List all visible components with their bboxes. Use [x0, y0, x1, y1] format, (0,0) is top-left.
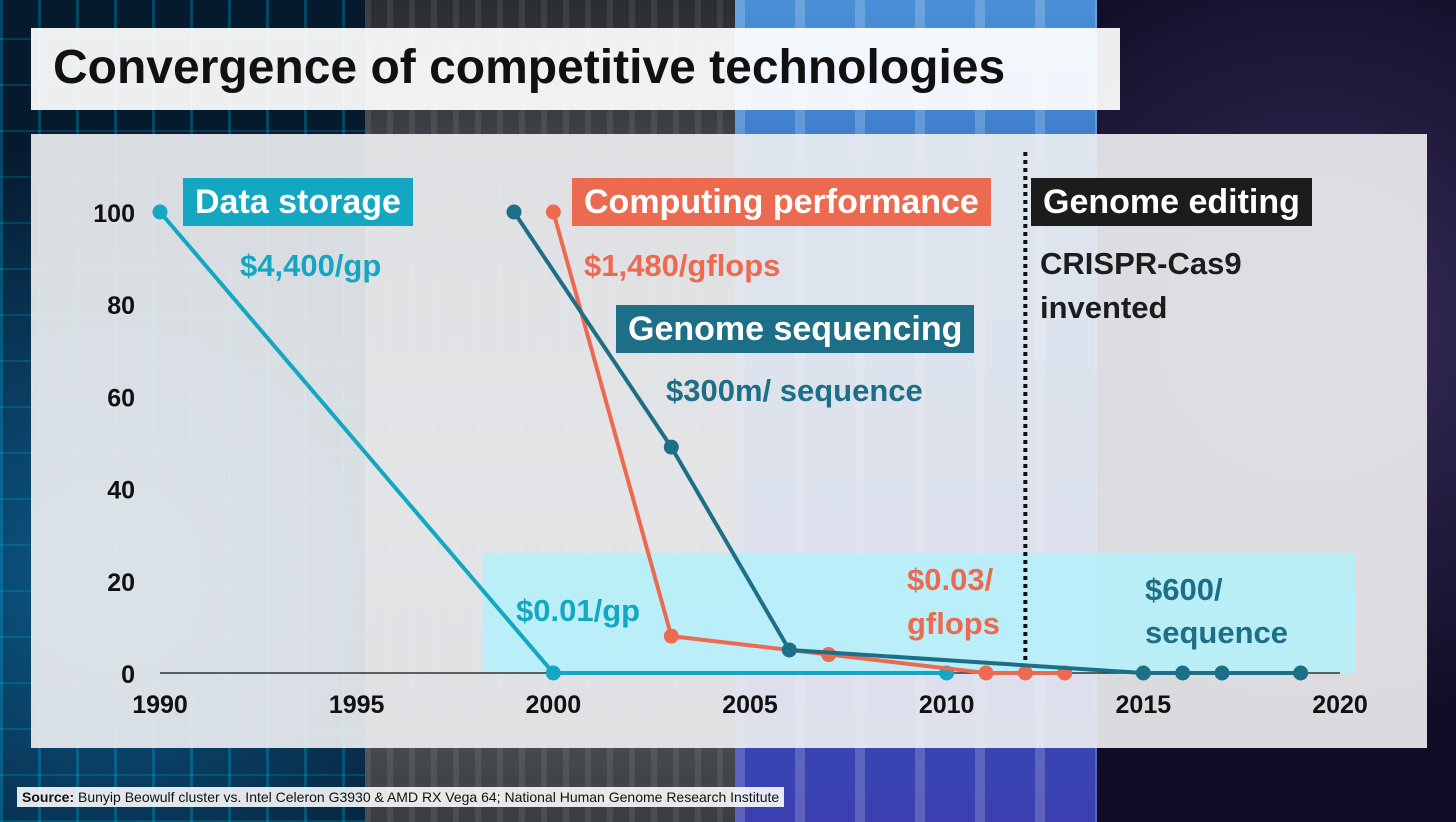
data-point-genome-sequencing: [506, 204, 522, 220]
data-point-computing-performance: [663, 628, 679, 644]
y-tick-label: 80: [107, 292, 135, 320]
source-note: Source: Bunyip Beowulf cluster vs. Intel…: [17, 787, 785, 807]
y-tick-label: 0: [121, 661, 135, 689]
data-point-genome-sequencing: [1175, 665, 1191, 681]
data-storage-end-price: $0.01/gp: [516, 593, 641, 628]
x-tick-label: 2010: [919, 691, 975, 719]
computing-end-price-line1: $0.03/: [907, 562, 994, 597]
chart-panel: 0 20 40 60 80 100 1990 1995 2000 2005 2010 2015 2020…: [31, 134, 1427, 748]
computing-start-price: $1,480/gflops: [584, 248, 781, 283]
data-point-computing-performance: [545, 204, 561, 220]
data-point-genome-sequencing: [1214, 665, 1230, 681]
sequencing-start-price: $300m/ sequence: [666, 373, 923, 408]
data-point-data-storage: [152, 204, 168, 220]
x-tick-label: 2005: [722, 691, 778, 719]
source-text: Bunyip Beowulf cluster vs. Intel Celeron…: [78, 789, 780, 805]
data-point-computing-performance: [1017, 665, 1033, 681]
x-tick-label: 2020: [1312, 691, 1368, 719]
y-tick-label: 20: [107, 569, 135, 597]
title-banner: Convergence of competitive technologies: [31, 28, 1120, 110]
crispr-note-line1: CRISPR-Cas9: [1040, 246, 1242, 281]
line-chart: 0 20 40 60 80 100 1990 1995 2000 2005 2010 2015 2020: [93, 152, 1368, 719]
page-title: Convergence of competitive technologies: [53, 41, 1006, 94]
computing-end-price-line2: gflops: [907, 606, 1000, 641]
data-point-genome-sequencing: [1135, 665, 1151, 681]
data-point-computing-performance: [978, 665, 994, 681]
data-point-data-storage: [545, 665, 561, 681]
y-tick-label: 100: [93, 200, 135, 228]
data-point-genome-sequencing: [781, 642, 797, 658]
y-tick-label: 40: [107, 477, 135, 505]
crispr-note-line2: invented: [1040, 290, 1168, 325]
data-storage-start-price: $4,400/gp: [240, 248, 382, 283]
event-label-genome-editing: Genome editing: [1031, 178, 1312, 226]
series-label-data-storage: Data storage: [183, 178, 413, 226]
source-label: Source:: [22, 789, 75, 805]
sequencing-end-price-line2: sequence: [1145, 615, 1289, 650]
x-tick-label: 2000: [526, 691, 582, 719]
data-point-genome-sequencing: [663, 439, 679, 455]
highlight-region: [482, 553, 1356, 673]
series-label-genome-sequencing: Genome sequencing: [616, 305, 975, 353]
x-tick-label: 2015: [1116, 691, 1172, 719]
sequencing-end-price-line1: $600/: [1145, 572, 1223, 607]
data-point-genome-sequencing: [1293, 665, 1309, 681]
series-label-computing-performance: Computing performance: [572, 178, 991, 226]
y-tick-label: 60: [107, 384, 135, 412]
x-tick-label: 1995: [329, 691, 385, 719]
x-tick-label: 1990: [132, 691, 188, 719]
